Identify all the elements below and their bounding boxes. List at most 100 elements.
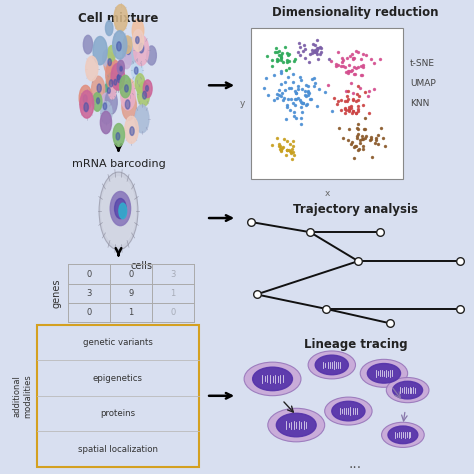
Point — [299, 100, 307, 107]
Point — [286, 140, 293, 148]
Circle shape — [117, 60, 125, 74]
Point — [333, 100, 340, 108]
Point — [275, 87, 283, 94]
Circle shape — [123, 83, 133, 103]
Circle shape — [121, 81, 135, 110]
Circle shape — [125, 116, 138, 143]
Point — [306, 58, 313, 66]
Circle shape — [101, 93, 111, 115]
Point — [349, 97, 356, 104]
Point — [374, 140, 382, 147]
Circle shape — [106, 73, 118, 95]
Point — [305, 89, 313, 97]
Point — [304, 91, 312, 99]
Circle shape — [108, 59, 111, 66]
Point — [283, 56, 291, 64]
Circle shape — [106, 60, 121, 90]
Point — [357, 62, 365, 70]
Point — [367, 136, 375, 143]
Point — [365, 109, 373, 117]
Point — [341, 98, 349, 105]
Point — [277, 53, 284, 61]
Point — [282, 43, 289, 51]
Circle shape — [135, 67, 138, 74]
Circle shape — [123, 36, 132, 54]
Circle shape — [276, 413, 316, 437]
Circle shape — [117, 74, 121, 82]
Point — [297, 103, 305, 110]
Circle shape — [134, 36, 149, 65]
Circle shape — [115, 72, 123, 86]
Circle shape — [93, 36, 107, 65]
Point — [325, 55, 333, 63]
Point — [354, 48, 362, 55]
Point — [339, 56, 346, 64]
Text: 0: 0 — [86, 270, 91, 279]
Point — [301, 87, 309, 95]
Point — [283, 101, 291, 109]
Point — [350, 143, 357, 150]
Circle shape — [97, 84, 101, 92]
Circle shape — [137, 82, 150, 106]
Circle shape — [97, 98, 100, 104]
Point — [355, 105, 362, 113]
Point — [285, 146, 293, 154]
Point — [357, 71, 365, 79]
Point — [283, 66, 290, 73]
Point — [307, 96, 315, 103]
Point — [353, 135, 361, 142]
Point — [349, 90, 357, 97]
Point — [337, 96, 345, 103]
Circle shape — [367, 364, 401, 383]
Bar — [36, 325, 199, 467]
Point — [304, 82, 312, 90]
Point — [297, 120, 305, 128]
Point — [291, 101, 299, 109]
Point — [356, 139, 364, 147]
Point — [332, 60, 339, 68]
Point — [356, 84, 364, 92]
Point — [283, 58, 291, 66]
Point — [275, 47, 283, 55]
Point — [354, 102, 362, 110]
Point — [283, 137, 291, 145]
Circle shape — [103, 50, 111, 66]
Circle shape — [101, 101, 112, 124]
Point — [275, 142, 283, 149]
Point — [278, 67, 285, 75]
Point — [356, 137, 364, 144]
Circle shape — [116, 133, 120, 140]
Point — [347, 102, 355, 110]
Text: cells: cells — [130, 261, 152, 271]
Text: 0: 0 — [128, 270, 134, 279]
Point — [354, 107, 362, 115]
Point — [272, 45, 280, 52]
Bar — [251, 28, 403, 179]
Point — [302, 92, 310, 100]
Point — [275, 141, 283, 148]
Point — [277, 147, 284, 155]
Point — [372, 135, 380, 142]
Point — [289, 78, 297, 86]
Point — [317, 45, 325, 52]
Circle shape — [84, 103, 88, 112]
Point — [359, 101, 366, 109]
Point — [292, 95, 300, 102]
Point — [349, 96, 356, 103]
Point — [285, 57, 293, 65]
Point — [284, 73, 292, 81]
Circle shape — [139, 43, 144, 53]
Point — [301, 55, 309, 62]
Point — [303, 100, 311, 108]
Text: Lineage tracing: Lineage tracing — [304, 338, 407, 351]
Circle shape — [111, 64, 125, 90]
Point — [282, 116, 290, 123]
Point — [269, 63, 276, 70]
Point — [277, 80, 285, 87]
Circle shape — [388, 426, 418, 444]
Point — [355, 96, 362, 104]
Point — [367, 134, 374, 141]
Point — [365, 92, 372, 100]
Point — [352, 70, 359, 78]
Point — [289, 148, 297, 156]
